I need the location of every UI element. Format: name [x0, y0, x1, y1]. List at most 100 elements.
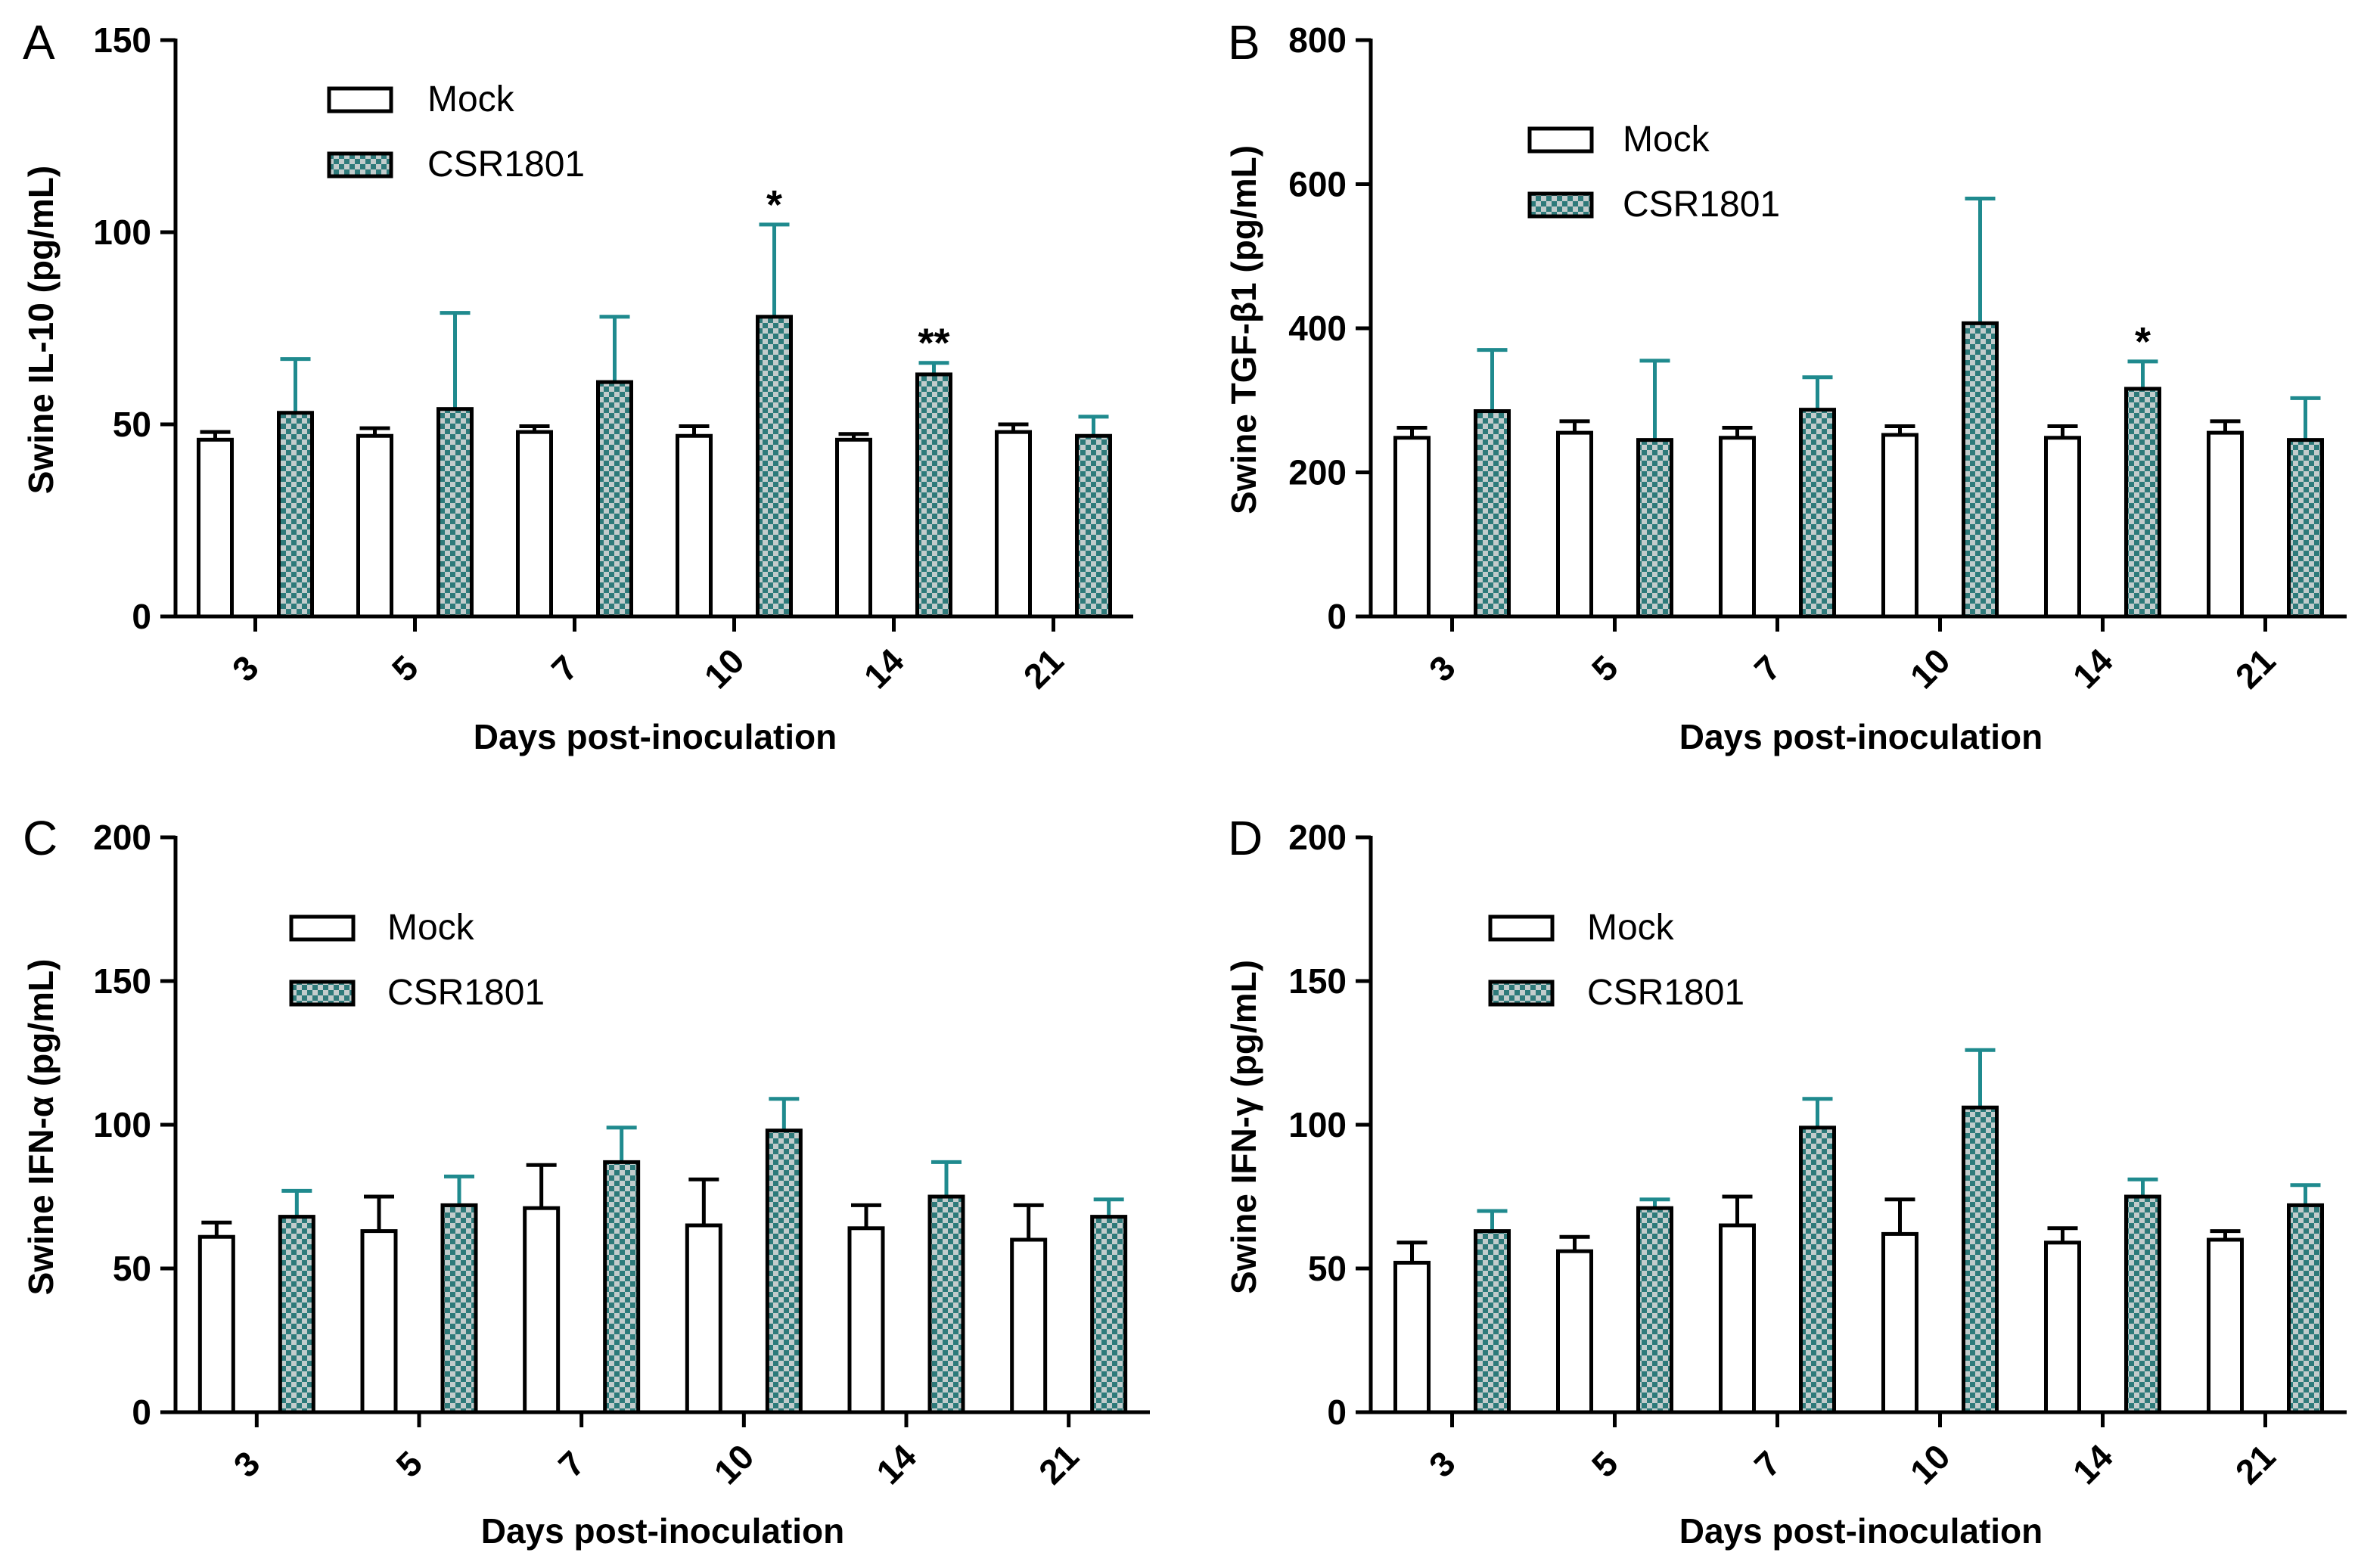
- legend-label-csr1801: CSR1801: [427, 144, 585, 185]
- y-tick-label: 600: [1288, 165, 1347, 204]
- bar-csr1801: [756, 315, 793, 619]
- x-tick-label: 7: [1747, 647, 1788, 689]
- y-tick-label: 100: [93, 1105, 151, 1144]
- legend-swatch-mock: [327, 86, 393, 113]
- panel-a: A Swine IL-10 (pg/mL) Days post-inoculat…: [21, 15, 1133, 756]
- bar-mock: [847, 1226, 885, 1414]
- x-tick-label: 10: [707, 1436, 762, 1492]
- bar-mock: [676, 433, 713, 619]
- bar-csr1801: [1636, 1206, 1673, 1414]
- panel-letter: D: [1228, 811, 1263, 865]
- legend-swatch-csr1801: [1488, 980, 1555, 1007]
- bar-mock: [523, 1206, 561, 1414]
- bar-mock: [835, 437, 872, 619]
- significance-marker: **: [918, 321, 949, 366]
- legend-swatch-csr1801: [1527, 191, 1594, 219]
- y-tick-label: 150: [93, 961, 151, 1001]
- bar-csr1801: [1090, 1215, 1128, 1414]
- legend-label-csr1801: CSR1801: [1587, 973, 1744, 1013]
- bar-csr1801: [596, 380, 633, 619]
- x-tick-label: 3: [226, 1443, 268, 1485]
- y-tick-label: 0: [132, 1393, 151, 1432]
- bar-csr1801: [278, 1215, 315, 1414]
- bar-csr1801: [1962, 1105, 1999, 1414]
- legend-label-mock: Mock: [1623, 120, 1710, 160]
- bar-csr1801: [2124, 1194, 2161, 1414]
- legend-label-mock: Mock: [387, 908, 475, 948]
- bar-mock: [1881, 433, 1918, 619]
- legend-label-csr1801: CSR1801: [1623, 185, 1780, 225]
- x-tick-label: 21: [2228, 641, 2283, 696]
- legend-swatch-csr1801: [289, 980, 356, 1007]
- bar-csr1801: [915, 372, 952, 619]
- x-axis-label: Days post-inoculation: [474, 717, 837, 756]
- x-axis-label: Days post-inoculation: [1679, 717, 2043, 756]
- bar-mock: [516, 430, 553, 619]
- bar-csr1801: [2287, 438, 2324, 619]
- x-tick-label: 5: [1584, 1443, 1626, 1485]
- bars: ***: [197, 182, 1112, 619]
- y-tick-label: 100: [1288, 1105, 1347, 1144]
- x-tick-label: 5: [388, 1443, 430, 1485]
- x-tick-label: 7: [544, 647, 586, 689]
- x-tick-label: 14: [2065, 1436, 2120, 1492]
- legend-swatch-csr1801: [327, 151, 393, 179]
- bar-csr1801: [277, 411, 314, 619]
- y-axis-label: Swine IFN-γ (pg/mL): [1224, 960, 1263, 1294]
- panel-b: B Swine TGF-β1 (pg/mL) Days post-inocula…: [1224, 15, 2347, 756]
- y-tick-label: 400: [1288, 309, 1347, 348]
- bar-mock: [197, 1234, 235, 1414]
- bar-csr1801: [927, 1194, 965, 1414]
- x-axis-label: Days post-inoculation: [481, 1511, 844, 1551]
- bar-csr1801: [765, 1129, 803, 1414]
- x-tick-label: 21: [1031, 1436, 1086, 1492]
- x-tick-label: 10: [1903, 641, 1958, 696]
- x-tick-label: 5: [384, 647, 426, 689]
- legend: Mock CSR1801: [327, 79, 585, 185]
- y-tick-label: 50: [113, 405, 151, 444]
- x-tick-label: 3: [1421, 647, 1463, 689]
- y-tick-label: 150: [1288, 961, 1347, 1001]
- bars: *: [1393, 197, 2324, 619]
- bar-mock: [1393, 1260, 1431, 1414]
- panel-letter: B: [1228, 15, 1260, 70]
- x-tick-label: 3: [1421, 1443, 1463, 1485]
- bar-mock: [1556, 1249, 1593, 1414]
- y-axis-label: Swine TGF-β1 (pg/mL): [1224, 145, 1263, 514]
- significance-marker: *: [2135, 319, 2151, 365]
- y-tick-label: 200: [1288, 818, 1347, 857]
- bar-mock: [1881, 1231, 1918, 1414]
- y-tick-label: 200: [93, 818, 151, 857]
- y-tick-label: 0: [132, 597, 151, 636]
- bar-mock: [1556, 430, 1593, 619]
- legend-swatch-mock: [1488, 914, 1555, 942]
- y-tick-label: 50: [1308, 1249, 1347, 1288]
- y-axis-label: Swine IL-10 (pg/mL): [21, 166, 61, 494]
- y-tick-label: 200: [1288, 453, 1347, 492]
- y-tick-label: 150: [93, 20, 151, 60]
- legend-label-mock: Mock: [427, 79, 515, 120]
- bar-csr1801: [2287, 1203, 2324, 1414]
- x-tick-label: 5: [1584, 647, 1626, 689]
- y-tick-label: 50: [113, 1249, 151, 1288]
- y-tick-label: 0: [1327, 597, 1347, 636]
- bar-mock: [2207, 430, 2244, 619]
- bars: [1393, 1048, 2324, 1414]
- legend: Mock CSR1801: [289, 908, 545, 1013]
- panel-c: C Swine IFN-α (pg/mL) Days post-inoculat…: [21, 811, 1150, 1551]
- panel-d: D Swine IFN-γ (pg/mL) Days post-inoculat…: [1224, 811, 2347, 1551]
- bar-csr1801: [1799, 408, 1836, 619]
- bar-mock: [1010, 1237, 1048, 1414]
- panel-letter: A: [23, 15, 55, 70]
- bars: [197, 1097, 1128, 1414]
- x-axis-label: Days post-inoculation: [1679, 1511, 2043, 1551]
- bar-csr1801: [1636, 438, 1673, 619]
- bar-mock: [1719, 436, 1756, 619]
- y-axis-label: Swine IFN-α (pg/mL): [21, 959, 61, 1296]
- x-tick-label: 3: [225, 647, 266, 689]
- bar-csr1801: [1962, 321, 1999, 619]
- x-tick-label: 7: [551, 1443, 592, 1485]
- x-tick-label: 21: [1016, 641, 1071, 696]
- panel-letter: C: [23, 811, 57, 865]
